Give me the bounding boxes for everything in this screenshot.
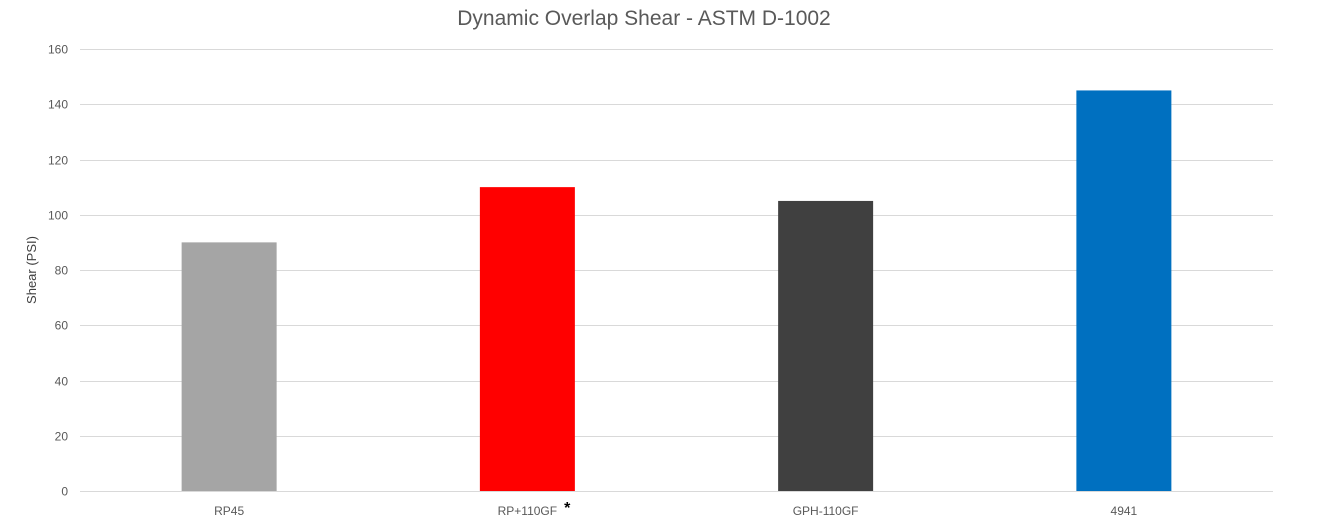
y-tick-label: 0: [61, 485, 68, 499]
x-category-label: 4941: [1111, 504, 1138, 518]
x-category-label: RP45: [214, 504, 244, 518]
y-tick-label: 80: [55, 264, 69, 278]
chart-title: Dynamic Overlap Shear - ASTM D-1002: [457, 7, 830, 30]
x-category-label: RP+110GF: [498, 504, 557, 518]
y-tick-label: 140: [48, 98, 68, 112]
y-axis-ticks: 0 20 40 60 80 100 120 140 160: [48, 43, 68, 499]
bar-gph-110gf[interactable]: [778, 200, 874, 491]
bar-rp-110gf[interactable]: [479, 187, 575, 491]
bar-4941[interactable]: [1076, 90, 1172, 491]
y-tick-label: 100: [48, 209, 68, 223]
x-axis-categories: RP45 RP+110GF * GPH-110GF 4941: [214, 500, 1137, 518]
y-axis-label: Shear (PSI): [24, 236, 39, 304]
bars: [181, 90, 1172, 491]
y-tick-label: 60: [55, 319, 69, 333]
category-footnote-mark: *: [564, 500, 571, 517]
bar-rp45[interactable]: [181, 242, 277, 491]
y-tick-label: 160: [48, 43, 68, 57]
y-tick-label: 20: [55, 430, 69, 444]
y-tick-label: 40: [55, 375, 69, 389]
x-category-label: GPH-110GF: [793, 504, 859, 518]
y-tick-label: 120: [48, 154, 68, 168]
gridlines: [80, 49, 1273, 492]
